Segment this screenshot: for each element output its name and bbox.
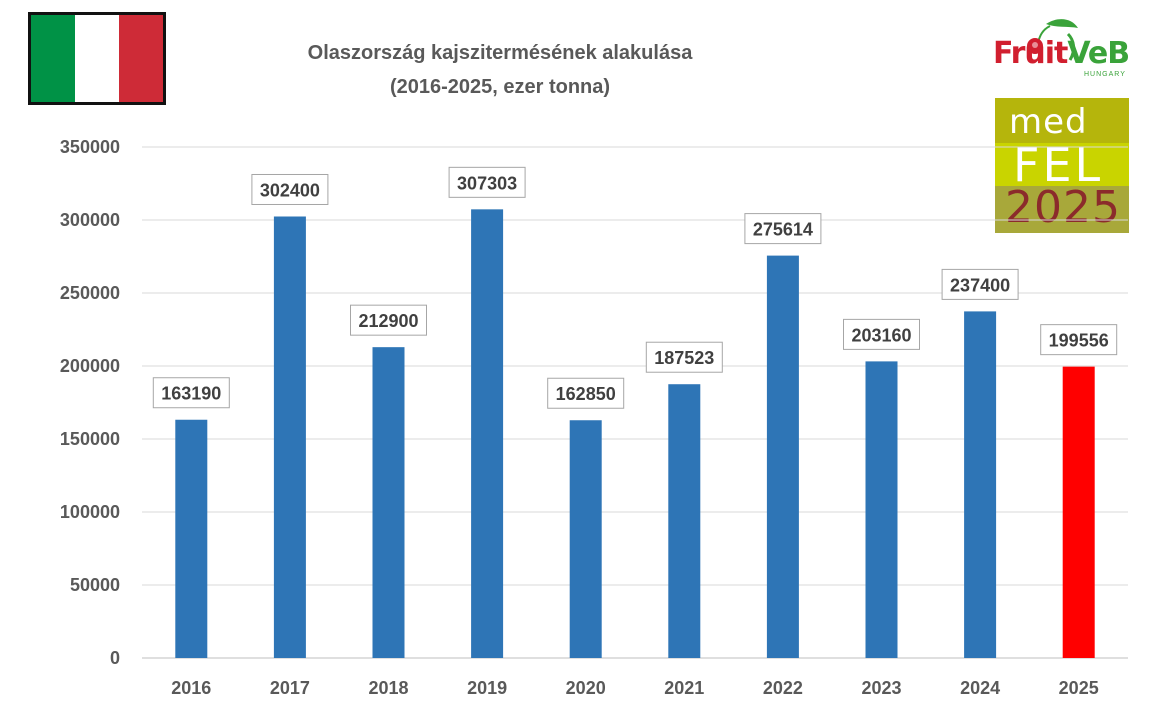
- y-tick-label: 300000: [60, 210, 120, 230]
- data-label: 275614: [753, 220, 813, 240]
- flag-stripe-white: [75, 15, 119, 102]
- y-tick-label: 200000: [60, 356, 120, 376]
- x-tick-label: 2020: [566, 678, 606, 698]
- y-tick-label: 0: [110, 648, 120, 668]
- data-label-box: [350, 304, 427, 336]
- fruitveb-logo: FruitVeB HUNGARY: [988, 16, 1130, 86]
- chart-title: Olaszország kajszitermésének alakulása (…: [230, 36, 770, 104]
- y-tick-label: 100000: [60, 502, 120, 522]
- data-label: 187523: [654, 348, 714, 368]
- bar: [175, 419, 208, 658]
- flag-stripe-red: [119, 15, 163, 102]
- data-label: 237400: [950, 275, 1010, 295]
- x-tick-label: 2022: [763, 678, 803, 698]
- data-label-box: [744, 213, 822, 245]
- data-label: 163190: [161, 384, 221, 404]
- medfel-year-text: 2025: [1005, 182, 1121, 233]
- data-label-box: [152, 377, 230, 409]
- bar: [372, 347, 405, 658]
- fruitveb-wordmark: FruitVeB: [993, 36, 1130, 71]
- cherry-icon: [1027, 19, 1078, 61]
- data-label: 203160: [851, 325, 911, 345]
- data-label-box: [843, 318, 920, 350]
- bar: [964, 311, 997, 658]
- x-tick-label: 2024: [960, 678, 1000, 698]
- x-tick-label: 2019: [467, 678, 507, 698]
- italian-flag-icon: [28, 12, 166, 105]
- bar: [569, 420, 602, 658]
- data-label: 302400: [260, 180, 320, 200]
- chart-title-line2: (2016-2025, ezer tonna): [389, 76, 611, 98]
- medfel-med-text: med: [1009, 102, 1088, 142]
- bar: [668, 384, 701, 658]
- fruitveb-fruit-text: Fruit: [993, 36, 1068, 71]
- y-tick-label: 150000: [60, 429, 120, 449]
- fruitveb-veb-text: VeB: [1067, 36, 1130, 71]
- data-label-box: [547, 377, 625, 409]
- bar: [273, 216, 306, 658]
- data-label-box: [1040, 324, 1118, 356]
- data-label-box: [645, 341, 723, 373]
- data-label-box: [251, 173, 329, 205]
- y-tick-label: 50000: [70, 575, 120, 595]
- data-label-box: [941, 268, 1019, 300]
- data-label: 307303: [457, 173, 517, 193]
- y-tick-label: 250000: [60, 283, 120, 303]
- x-tick-label: 2021: [664, 678, 704, 698]
- x-tick-label: 2018: [368, 678, 408, 698]
- chart-title-line1: Olaszország kajszitermésének alakulása: [307, 42, 693, 64]
- data-label: 162850: [556, 384, 616, 404]
- data-label: 199556: [1049, 331, 1109, 351]
- flag-stripe-green: [31, 15, 75, 102]
- y-tick-label: 350000: [60, 137, 120, 157]
- bar: [766, 255, 799, 658]
- x-tick-label: 2023: [861, 678, 901, 698]
- data-label-box: [448, 166, 526, 198]
- bar: [1062, 366, 1095, 658]
- data-label: 212900: [358, 311, 418, 331]
- x-tick-label: 2025: [1059, 678, 1099, 698]
- fruitveb-hungary-text: HUNGARY: [1084, 71, 1126, 78]
- bar: [865, 361, 898, 658]
- x-tick-label: 2016: [171, 678, 211, 698]
- x-tick-label: 2017: [270, 678, 310, 698]
- bar: [471, 209, 504, 658]
